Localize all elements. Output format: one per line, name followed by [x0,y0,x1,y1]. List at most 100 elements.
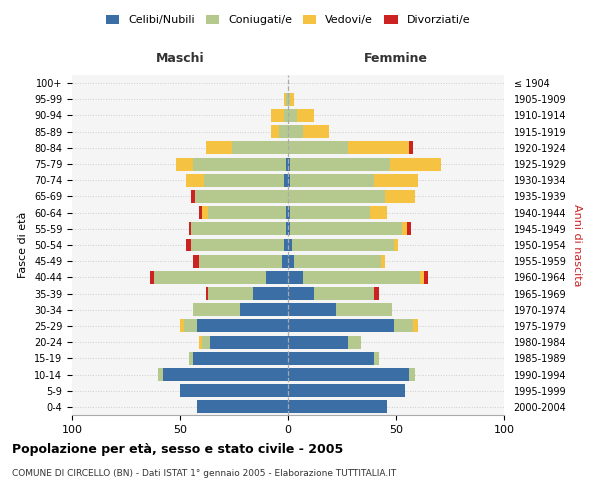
Bar [381,254,385,268]
Bar [204,174,284,186]
Bar [288,254,295,268]
Bar [284,238,288,252]
Bar [288,400,388,413]
Bar [407,222,411,235]
Bar [199,336,202,348]
Bar [176,158,193,170]
Bar [284,109,288,122]
Bar [188,352,193,365]
Bar [210,336,288,348]
Bar [296,109,314,122]
Bar [288,206,290,219]
Bar [290,206,370,219]
Bar [349,336,361,348]
Bar [191,190,195,203]
Bar [292,238,394,252]
Bar [284,174,288,186]
Bar [385,190,415,203]
Bar [191,238,284,252]
Bar [374,287,379,300]
Y-axis label: Anni di nascita: Anni di nascita [572,204,582,286]
Bar [288,271,303,284]
Bar [288,93,290,106]
Bar [284,93,286,106]
Bar [286,93,288,106]
Bar [409,142,413,154]
Bar [303,125,329,138]
Bar [288,336,349,348]
Bar [253,287,288,300]
Bar [288,384,404,397]
Bar [271,109,284,122]
Bar [288,125,303,138]
Bar [286,158,288,170]
Bar [206,287,208,300]
Bar [266,271,288,284]
Bar [295,254,381,268]
Bar [335,304,392,316]
Bar [286,222,288,235]
Bar [288,174,290,186]
Bar [202,336,210,348]
Text: Maschi: Maschi [155,52,205,66]
Bar [271,125,280,138]
Bar [187,238,191,252]
Bar [290,222,403,235]
Bar [374,174,418,186]
Bar [286,206,288,219]
Bar [193,352,288,365]
Bar [374,352,379,365]
Bar [314,287,374,300]
Y-axis label: Fasce di età: Fasce di età [19,212,28,278]
Bar [191,222,286,235]
Text: Popolazione per età, sesso e stato civile - 2005: Popolazione per età, sesso e stato civil… [12,442,343,456]
Bar [290,158,389,170]
Bar [197,320,288,332]
Bar [370,206,388,219]
Bar [280,125,288,138]
Bar [187,174,204,186]
Bar [180,320,184,332]
Legend: Celibi/Nubili, Coniugati/e, Vedovi/e, Divorziati/e: Celibi/Nubili, Coniugati/e, Vedovi/e, Di… [101,10,475,30]
Text: Femmine: Femmine [364,52,428,66]
Bar [208,206,286,219]
Bar [413,320,418,332]
Bar [150,271,154,284]
Bar [288,142,349,154]
Bar [195,190,288,203]
Bar [394,238,398,252]
Bar [288,238,292,252]
Bar [199,206,202,219]
Bar [394,320,413,332]
Bar [232,142,288,154]
Bar [202,206,208,219]
Bar [290,174,374,186]
Bar [180,384,288,397]
Bar [420,271,424,284]
Bar [288,304,335,316]
Bar [206,142,232,154]
Bar [288,320,394,332]
Bar [281,254,288,268]
Bar [288,222,290,235]
Bar [303,271,420,284]
Bar [199,254,281,268]
Bar [188,222,191,235]
Bar [288,287,314,300]
Bar [409,368,415,381]
Bar [193,254,199,268]
Bar [154,271,266,284]
Bar [158,368,163,381]
Bar [288,352,374,365]
Text: COMUNE DI CIRCELLO (BN) - Dati ISTAT 1° gennaio 2005 - Elaborazione TUTTITALIA.I: COMUNE DI CIRCELLO (BN) - Dati ISTAT 1° … [12,469,396,478]
Bar [288,190,385,203]
Bar [389,158,442,170]
Bar [241,304,288,316]
Bar [163,368,288,381]
Bar [193,304,241,316]
Bar [288,368,409,381]
Bar [424,271,428,284]
Bar [184,320,197,332]
Bar [197,400,288,413]
Bar [288,109,296,122]
